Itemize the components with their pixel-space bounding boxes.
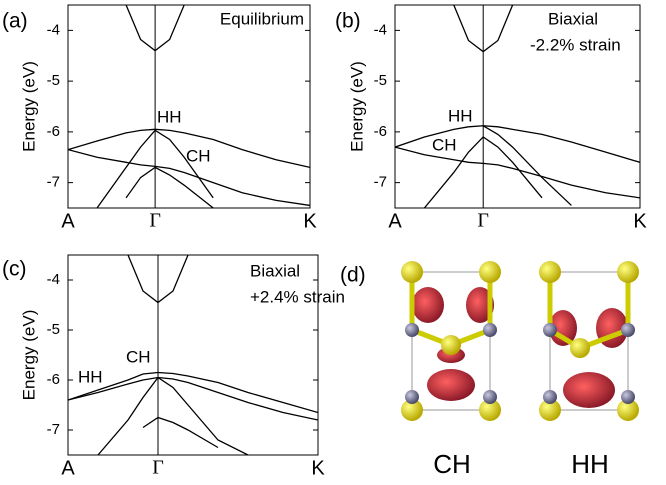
panel-label: (a) <box>2 10 28 33</box>
band-line <box>483 126 571 206</box>
band-panel: -7 -6 -5 -4 A Γ K (a) Energy (eV) Equilibrium HH CH <box>2 5 317 232</box>
x-tick-label: A <box>61 457 75 479</box>
annotation: Equilibrium <box>220 9 304 28</box>
x-tick-label: K <box>311 457 325 479</box>
annotation: HH <box>448 106 473 125</box>
annotation: -2.2% strain <box>530 35 621 54</box>
band-line <box>395 147 640 198</box>
y-tick-label: -7 <box>47 174 60 191</box>
x-tick-label: Γ <box>149 210 161 232</box>
annotation: CH <box>186 146 211 165</box>
crystal-structure <box>401 261 639 421</box>
x-tick-label: K <box>303 210 317 232</box>
annotation: HH <box>78 367 103 386</box>
y-tick-label: -4 <box>47 271 60 288</box>
y-tick-label: -5 <box>374 72 387 89</box>
y-tick-label: -6 <box>374 123 387 140</box>
y-tick-label: -5 <box>47 321 60 338</box>
band-line <box>98 378 248 456</box>
panel-label: (b) <box>335 10 361 33</box>
band-panel: -7 -6 -5 -4 A Γ K (b) Energy (eV) Biaxial -2.2% st… <box>335 5 647 232</box>
annotation: +2.4% strain <box>250 287 345 306</box>
x-tick-label: A <box>388 210 402 232</box>
y-tick-label: -6 <box>47 123 60 140</box>
panel-label: (d) <box>340 264 366 287</box>
x-tick-label: K <box>633 210 647 232</box>
y-tick-label: -6 <box>47 371 60 388</box>
y-tick-label: -7 <box>47 421 60 438</box>
y-tick-label: -4 <box>47 21 60 38</box>
x-tick-label: Γ <box>477 210 489 232</box>
plot-frame <box>68 5 310 208</box>
band-panel: -7 -6 -5 -4 A Γ K (c) Energy (eV) Biaxial +2.4% st… <box>2 255 345 479</box>
y-axis-label: Energy (eV) <box>19 310 38 401</box>
plot-frame <box>68 255 318 455</box>
band-line <box>68 373 318 413</box>
annotation: Biaxial <box>250 261 300 280</box>
annotation: HH <box>157 107 182 126</box>
figure: (d) CH HH -7 -6 -5 -4 A Γ K (a) Energy (eV) <box>0 0 666 485</box>
annotation: CH <box>432 135 457 154</box>
panel-label: (c) <box>2 258 27 281</box>
x-tick-label: A <box>61 210 75 232</box>
band-line <box>126 167 213 208</box>
y-axis-label: Energy (eV) <box>19 61 38 152</box>
annotation: Biaxial <box>548 9 598 28</box>
band-line <box>143 418 218 448</box>
annotation: CH <box>126 347 151 366</box>
y-axis-label: Energy (eV) <box>347 61 366 152</box>
y-tick-label: -7 <box>374 174 387 191</box>
x-tick-label: Γ <box>152 457 164 479</box>
caption: CH <box>433 449 471 479</box>
band-line <box>68 378 318 421</box>
y-tick-label: -5 <box>47 72 60 89</box>
caption: HH <box>571 449 609 479</box>
y-tick-label: -4 <box>374 21 387 38</box>
